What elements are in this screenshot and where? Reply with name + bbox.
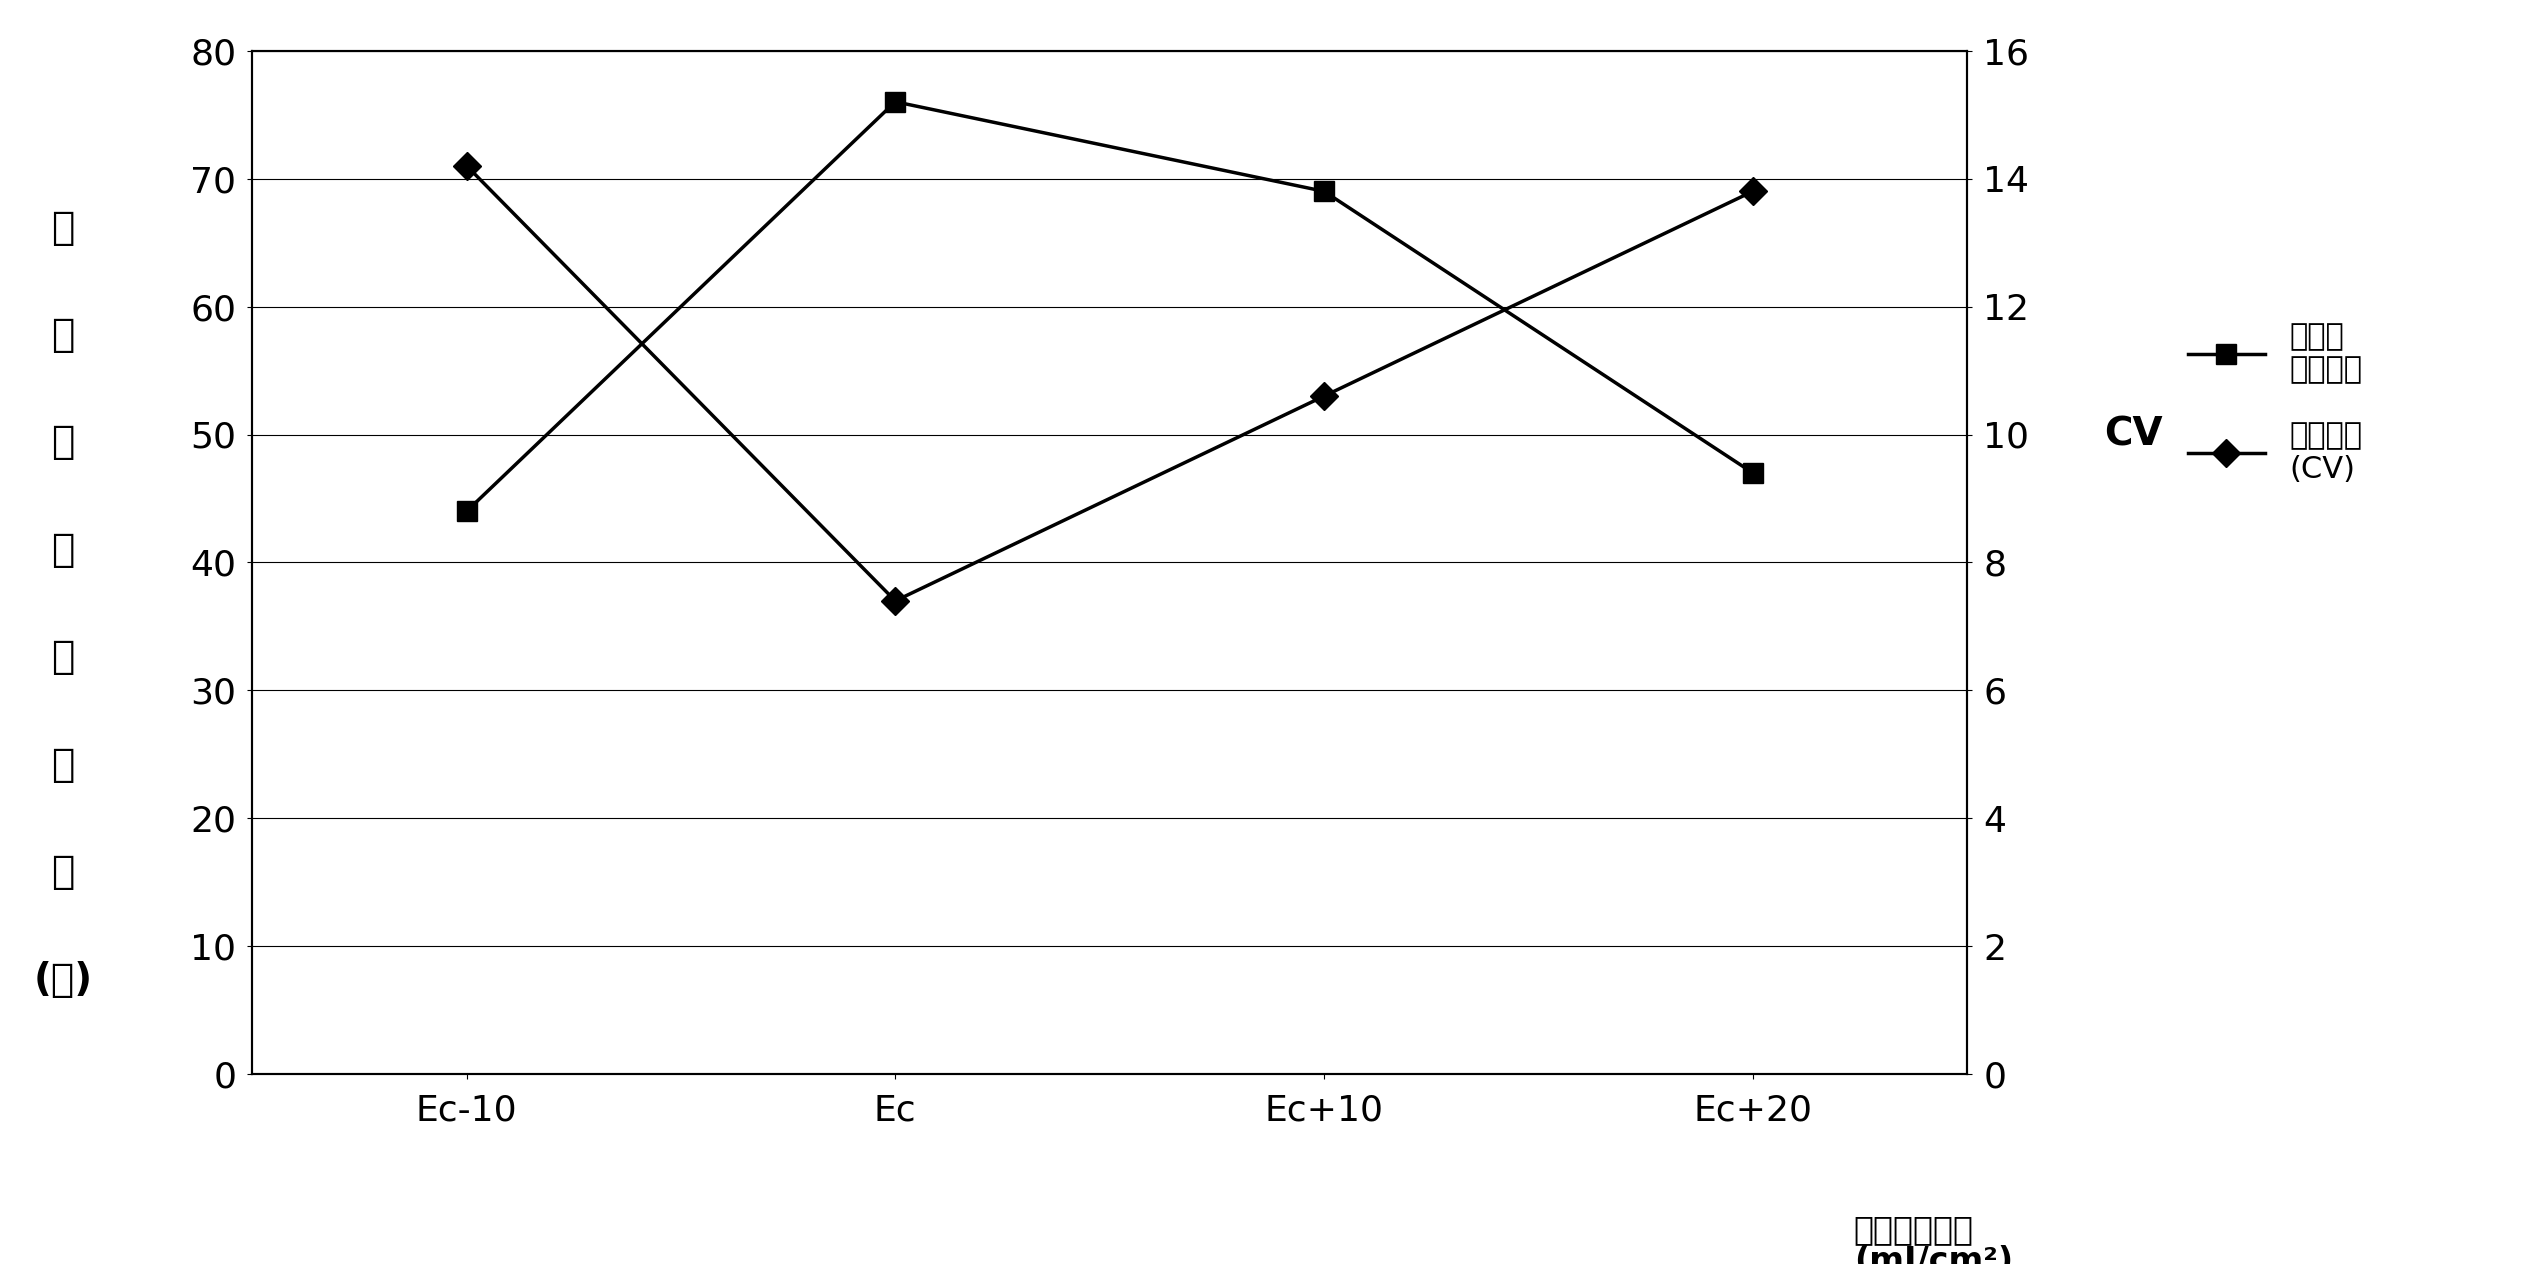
Text: 对: 对 [50, 638, 76, 676]
Text: (mJ/cm²): (mJ/cm²) [1854, 1245, 2013, 1264]
Text: 相: 相 [50, 531, 76, 569]
Legend: 反射光
相对強度, 变异系数
(CV): 反射光 相对強度, 变异系数 (CV) [2189, 322, 2363, 484]
Text: 反: 反 [50, 209, 76, 246]
Text: CV: CV [2103, 416, 2164, 454]
Text: 光: 光 [50, 423, 76, 461]
Text: 度: 度 [50, 853, 76, 891]
Text: 射: 射 [50, 316, 76, 354]
Text: 強: 強 [50, 746, 76, 784]
Text: (％): (％) [33, 961, 93, 999]
Text: 激光能量密度: 激光能量密度 [1854, 1213, 1975, 1246]
